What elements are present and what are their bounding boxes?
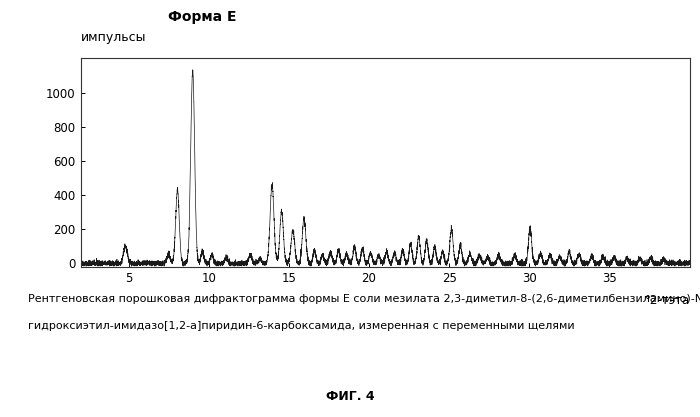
Text: Рентгеновская порошковая дифрактограмма формы Е соли мезилата 2,3-диметил-8-(2,6: Рентгеновская порошковая дифрактограмма … xyxy=(28,294,700,304)
Text: Форма Е: Форма Е xyxy=(168,10,237,25)
Text: гидроксиэтил-имидазо[1,2-a]пиридин-6-карбоксамида, измеренная с переменными щеля: гидроксиэтил-имидазо[1,2-a]пиридин-6-кар… xyxy=(28,321,575,331)
Text: °2-тэта: °2-тэта xyxy=(645,294,690,307)
Text: ФИГ. 4: ФИГ. 4 xyxy=(326,390,374,403)
Text: импульсы: импульсы xyxy=(80,31,146,44)
